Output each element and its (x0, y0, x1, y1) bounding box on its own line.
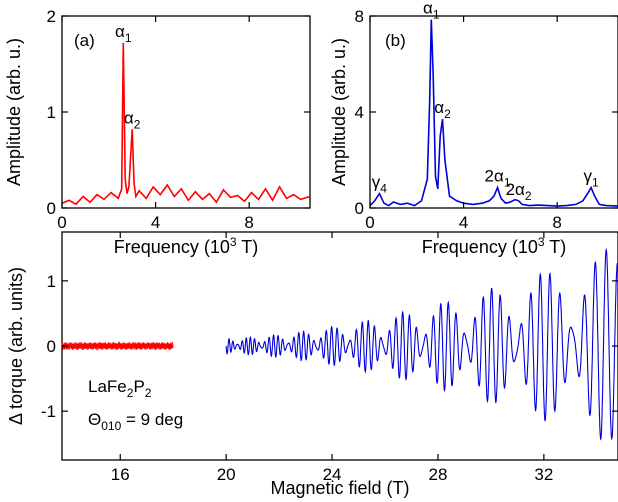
panel-b-ylabel: Amplitude (arb. u.) (329, 38, 349, 186)
angle-label: Θ010 = 9 deg (88, 410, 183, 433)
panel-a-ytick-label: 1 (47, 103, 56, 122)
panel-a-label: (a) (74, 31, 95, 50)
panel-b-xtick-label: 0 (365, 213, 374, 232)
panel-a-frame (61, 15, 311, 209)
panel-c-ytick-label: 0 (47, 337, 56, 356)
panel-a-ytick-label: 2 (47, 7, 56, 26)
peak-label: α1 (423, 0, 440, 22)
panel-a-xtick-label: 8 (244, 213, 253, 232)
panel-a-xtick-label: 0 (57, 213, 66, 232)
panel-c-xlabel: Magnetic field (T) (270, 478, 409, 498)
panel-c-xtick-label: 24 (323, 465, 342, 484)
panel-b-xlabel: Frequency (103 T) (422, 235, 566, 257)
panel-c-ylabel: Δ torque (arb. units) (6, 267, 26, 425)
peak-label: 2α1 (485, 167, 511, 190)
peak-label: γ4 (372, 173, 388, 196)
panel-c-xtick-label: 20 (217, 465, 236, 484)
peak-label: α2 (124, 108, 141, 131)
peak-label: α1 (115, 22, 132, 45)
peak-label: α2 (434, 98, 451, 121)
panel-b-ytick-label: 8 (355, 7, 364, 26)
panel-b-xtick-label: 8 (552, 213, 561, 232)
panel-b-ytick-label: 0 (355, 199, 364, 218)
panel-a-chart: 0 4 8 0 1 2 α1 α2 (a) Amplitude (arb. u.) Freq… (4, 7, 311, 257)
panel-a-series-line (61, 42, 311, 206)
panel-c-ytick-label: 1 (47, 272, 56, 291)
panel-c-chart: 16 20 24 28 32 -1 0 1 Δ torque (arb. units) Mag… (6, 231, 618, 498)
panel-c-series-red (61, 341, 174, 352)
panel-b-xtick-label: 4 (459, 213, 468, 232)
panel-b-label: (b) (385, 31, 406, 50)
peak-label: 2α2 (506, 180, 532, 203)
panel-c-series-blue (225, 247, 618, 441)
panel-c-ytick-label: -1 (41, 402, 56, 421)
panel-c-xtick-label: 28 (429, 465, 448, 484)
compound-label: LaFe2P2 (88, 377, 152, 400)
panel-c-xtick-label: 32 (534, 465, 553, 484)
panel-a-ytick-label: 0 (47, 199, 56, 218)
panel-a-ylabel: Amplitude (arb. u.) (4, 38, 24, 186)
panel-b-ytick-label: 4 (355, 103, 364, 122)
panel-c-xtick-label: 16 (111, 465, 130, 484)
panel-a-xtick-label: 4 (151, 213, 160, 232)
panel-a-xlabel: Frequency (103 T) (114, 235, 258, 257)
peak-label: γ1 (584, 167, 600, 190)
panel-b-series-line (369, 19, 618, 207)
